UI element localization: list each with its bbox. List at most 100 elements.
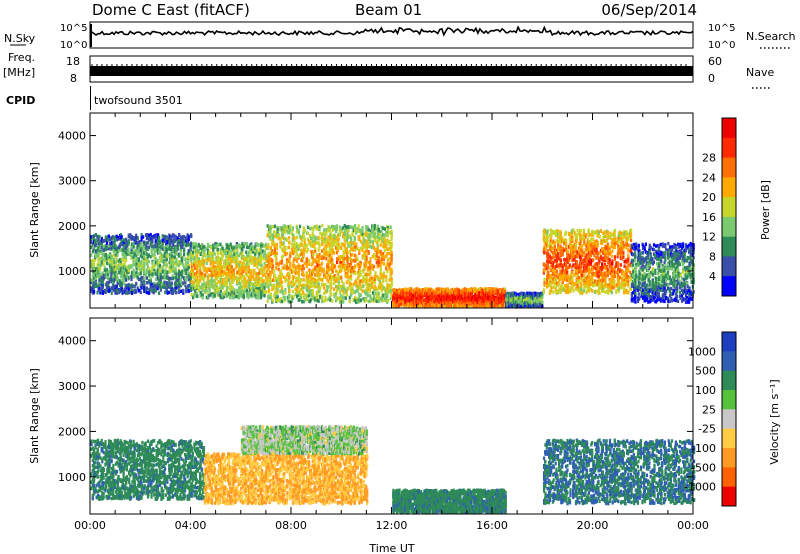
power-cell [381, 230, 383, 234]
power-cell [365, 265, 367, 269]
power-cell [288, 273, 290, 277]
power-cell [325, 298, 327, 302]
power-cell [323, 299, 325, 303]
power-cell [102, 285, 104, 289]
power-cell [296, 289, 298, 293]
power-cell [325, 232, 327, 236]
power-cell [343, 265, 345, 269]
power-cell [218, 256, 220, 260]
power-cell [133, 255, 135, 259]
power-cell [343, 250, 345, 254]
power-cell [230, 243, 232, 247]
power-cell [190, 288, 192, 292]
date-title: 06/Sep/2014 [601, 1, 697, 19]
power-cell [298, 231, 300, 235]
power-cell [340, 246, 342, 250]
power-cell [159, 269, 161, 273]
power-cell [281, 280, 283, 284]
power-cell [391, 277, 393, 281]
power-cell [128, 269, 130, 273]
power-cell [273, 285, 275, 289]
power-cell [196, 276, 198, 280]
power-cell [287, 266, 289, 270]
power-cell [369, 234, 371, 238]
power-cell [224, 252, 226, 256]
power-cell [243, 294, 245, 298]
power-cell [284, 292, 286, 296]
power-cell [344, 232, 346, 236]
power-cell [288, 294, 290, 298]
power-cell [336, 227, 338, 231]
power-cell [280, 269, 282, 273]
power-cell [236, 260, 238, 264]
power-cell [172, 291, 174, 295]
power-cell [286, 238, 288, 242]
power-cell [289, 251, 291, 255]
power-cell [148, 254, 150, 257]
power-cell [324, 244, 326, 248]
power-cell [314, 247, 316, 251]
power-cell [269, 230, 271, 234]
power-cell [105, 253, 107, 257]
power-cell [93, 263, 95, 267]
power-cell [354, 264, 356, 268]
power-cell [288, 289, 290, 293]
power-cell [384, 227, 386, 231]
power-cell [376, 300, 378, 304]
power-cell [354, 224, 356, 228]
power-cell [111, 291, 113, 295]
power-cell [277, 291, 279, 295]
power-cell [380, 243, 382, 247]
power-cell [236, 264, 238, 268]
power-cell [198, 282, 200, 286]
power-cell [200, 286, 202, 290]
power-cell [178, 239, 180, 243]
power-cell [148, 260, 150, 264]
power-cell [304, 238, 306, 242]
power-cell [282, 290, 284, 294]
power-cell [114, 239, 116, 243]
power-cell [278, 268, 280, 272]
power-cell [243, 265, 245, 269]
power-cell [171, 282, 173, 286]
power-cell [187, 256, 189, 260]
power-cell [331, 258, 333, 262]
power-cell [368, 250, 370, 254]
power-cell [390, 261, 392, 265]
power-cell [196, 295, 198, 299]
power-cell [130, 278, 132, 282]
power-cell [355, 242, 357, 246]
power-cell [374, 281, 376, 285]
power-cell [146, 281, 148, 285]
power-cell [372, 291, 374, 295]
power-cell [296, 236, 298, 240]
power-cell [102, 253, 104, 257]
power-cell [138, 272, 140, 276]
power-cell [143, 268, 145, 272]
power-cell [255, 263, 257, 267]
power-cell [333, 287, 335, 291]
power-cell [159, 241, 161, 245]
power-cell [258, 296, 260, 300]
power-cell [272, 279, 274, 283]
power-cell [378, 292, 380, 296]
power-cell [172, 288, 174, 292]
power-cell [261, 256, 263, 260]
power-cell [307, 281, 309, 285]
power-cell [222, 285, 224, 289]
power-cell [138, 257, 140, 261]
power-cell [140, 291, 142, 295]
power-cell [292, 270, 294, 274]
power-cell [269, 276, 271, 280]
power-cell [130, 251, 132, 255]
power-cell [321, 278, 323, 282]
power-cell [276, 243, 278, 247]
power-cell [288, 259, 290, 263]
power-cell [208, 289, 210, 293]
power-cell [284, 297, 286, 301]
power-cell [133, 245, 135, 249]
power-cell [333, 251, 335, 255]
power-cell [314, 285, 316, 289]
power-cell [321, 296, 323, 300]
power-cell [338, 246, 340, 250]
